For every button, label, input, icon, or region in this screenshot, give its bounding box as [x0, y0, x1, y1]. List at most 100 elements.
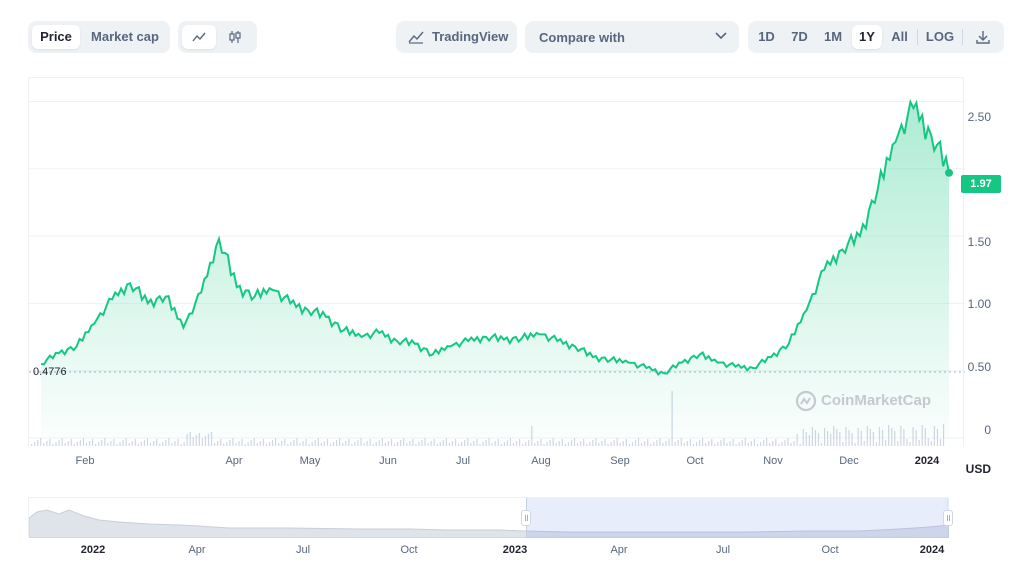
volume-bar — [113, 439, 115, 446]
navigator-tick: Apr — [188, 544, 206, 556]
volume-bar — [634, 440, 637, 446]
volume-bar — [488, 438, 490, 446]
volume-bar — [275, 438, 277, 446]
line-chart-icon — [192, 32, 206, 42]
volume-bar — [73, 444, 75, 446]
volume-bar — [528, 440, 530, 446]
volume-bar — [515, 441, 518, 446]
volume-bar — [323, 441, 325, 446]
volume-bar — [393, 444, 396, 446]
volume-bar — [34, 442, 36, 446]
volume-bar — [171, 443, 173, 446]
volume-bar — [317, 438, 319, 446]
tradingview-button[interactable]: TradingView — [396, 21, 517, 53]
volume-bar — [421, 440, 423, 446]
volume-bar — [909, 442, 911, 446]
volume-bar — [668, 439, 670, 446]
navigator-tick: Jul — [715, 544, 731, 556]
volume-bar — [296, 438, 298, 446]
volume-bar — [485, 440, 487, 446]
range-all[interactable]: All — [891, 29, 908, 44]
volume-bar — [345, 441, 347, 446]
volume-bar — [808, 435, 810, 446]
compare-with-dropdown[interactable]: Compare with — [525, 21, 739, 53]
volume-bar — [860, 431, 862, 446]
x-tick: Apr — [225, 455, 243, 467]
volume-bar — [817, 433, 820, 446]
volume-bar — [503, 442, 505, 446]
range-switch: 1D 7D 1M 1Y All LOG — [748, 21, 1004, 53]
volume-bar — [79, 440, 81, 446]
range-7d[interactable]: 7D — [791, 29, 808, 44]
navigator-tick: 2022 — [80, 544, 106, 556]
range-1y[interactable]: 1Y — [852, 25, 882, 49]
volume-bar — [540, 439, 542, 446]
volume-bar — [332, 442, 335, 446]
navigator-tick: Oct — [400, 544, 418, 556]
volume-bar — [854, 443, 856, 446]
x-tick: Sep — [610, 455, 630, 467]
volume-bar — [153, 441, 155, 446]
volume-bar — [104, 438, 106, 446]
volume-bar — [424, 438, 426, 446]
download-button[interactable] — [968, 25, 998, 49]
volume-bar — [415, 444, 417, 446]
volume-bar — [37, 440, 39, 446]
range-1m[interactable]: 1M — [823, 29, 843, 44]
tab-price[interactable]: Price — [32, 25, 80, 49]
volume-bar — [659, 438, 661, 446]
volume-bar — [278, 443, 280, 446]
volume-bar — [61, 438, 63, 446]
volume-bar — [439, 442, 441, 446]
volume-bar — [363, 443, 365, 446]
navigator-left-handle[interactable] — [521, 510, 531, 526]
volume-bar — [268, 442, 271, 446]
volume-bar — [631, 442, 634, 446]
volume-bar — [717, 442, 719, 446]
price-chart[interactable] — [28, 77, 965, 447]
volume-bar — [759, 442, 762, 446]
volume-bar — [500, 444, 502, 446]
volume-bar — [702, 438, 704, 446]
volume-bar — [214, 443, 216, 446]
navigator-right-handle[interactable] — [943, 510, 953, 526]
volume-bar — [705, 443, 707, 446]
x-tick: May — [299, 455, 321, 467]
navigator-overview — [29, 509, 949, 538]
volume-bar — [250, 440, 252, 446]
volume-bar — [427, 443, 429, 446]
volume-bar — [470, 443, 472, 446]
tab-market-cap[interactable]: Market cap — [91, 29, 159, 44]
volume-bar — [546, 442, 548, 446]
volume-bar — [769, 443, 771, 446]
volume-bar — [128, 443, 130, 446]
volume-bar — [793, 441, 795, 446]
navigator-selection[interactable] — [526, 498, 949, 538]
candlestick-button[interactable] — [218, 25, 252, 49]
volume-bar — [70, 439, 72, 446]
volume-bar — [174, 441, 176, 446]
volume-bar — [55, 442, 57, 446]
volume-bar — [320, 443, 322, 446]
line-chart-button[interactable] — [182, 25, 216, 49]
volume-bar — [720, 440, 722, 446]
volume-bar — [259, 441, 261, 446]
volume-bar — [177, 439, 179, 446]
volume-bar — [772, 441, 774, 446]
volume-bar — [552, 438, 554, 446]
range-1d[interactable]: 1D — [758, 29, 775, 44]
min-price-label: 0.4776 — [33, 366, 67, 378]
volume-bar — [271, 440, 274, 446]
volume-bar — [927, 438, 929, 446]
log-scale-toggle[interactable]: LOG — [925, 29, 955, 44]
volume-bar — [918, 440, 920, 446]
volume-bar — [619, 443, 621, 446]
range-navigator[interactable] — [28, 497, 953, 538]
volume-bar — [525, 442, 527, 446]
volume-bar — [235, 443, 237, 446]
divider — [962, 29, 963, 45]
volume-bar — [119, 442, 121, 446]
volume-bar — [192, 437, 194, 446]
volume-bar — [85, 443, 88, 446]
volume-bar — [146, 438, 149, 446]
